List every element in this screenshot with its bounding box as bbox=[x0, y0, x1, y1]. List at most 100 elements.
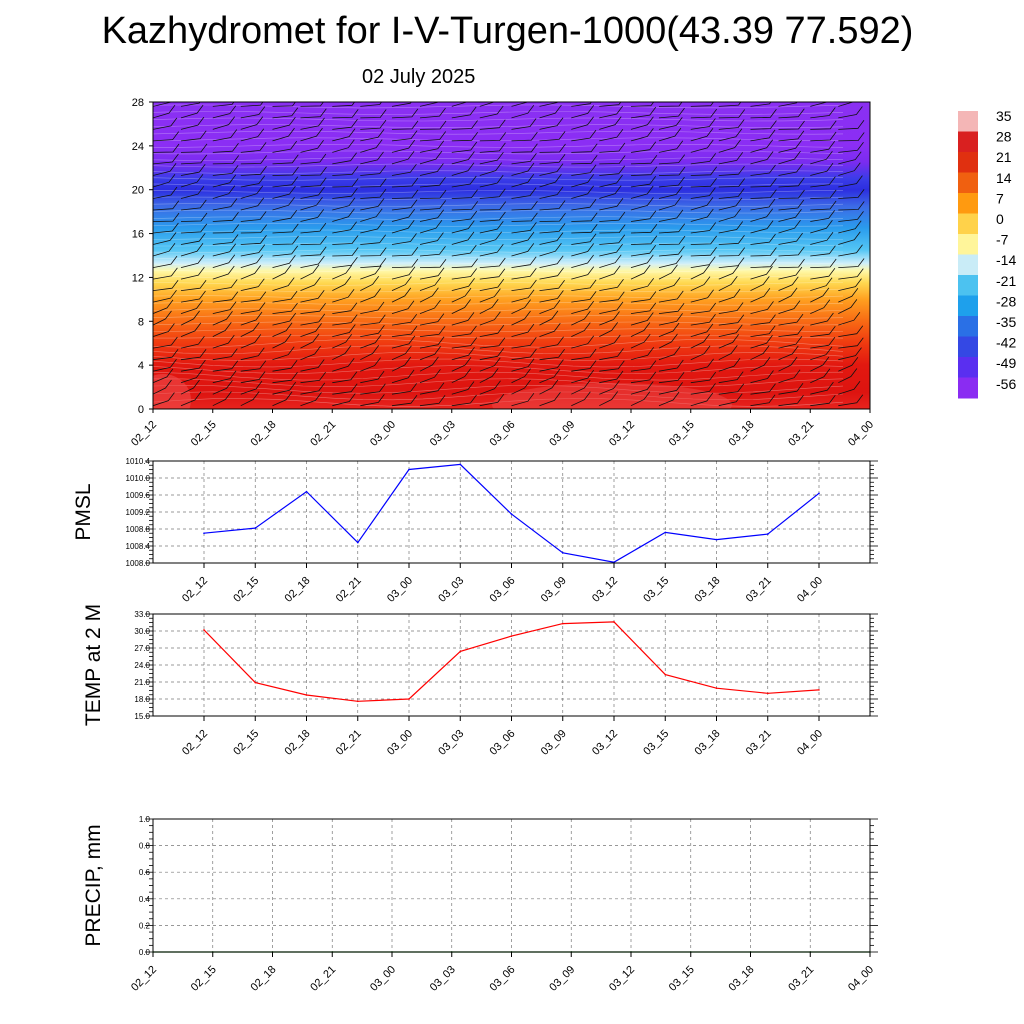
wind-barb bbox=[630, 175, 657, 188]
wind-barb bbox=[838, 102, 855, 107]
wind-barb bbox=[332, 247, 359, 257]
wind-barb bbox=[718, 235, 745, 245]
wind-barb bbox=[778, 102, 798, 107]
wind-barb bbox=[690, 118, 716, 130]
wind-barb bbox=[750, 164, 776, 176]
wind-barb bbox=[810, 102, 828, 107]
wind-barb bbox=[718, 109, 746, 119]
wind-barb bbox=[838, 132, 865, 142]
data-point bbox=[203, 532, 205, 534]
x-tick-label: 03_18 bbox=[727, 964, 757, 994]
x-tick-label: 03_09 bbox=[539, 728, 569, 758]
wind-barb bbox=[810, 176, 836, 188]
wind-barb bbox=[272, 264, 292, 280]
wind-barb bbox=[658, 102, 683, 107]
wind-barb bbox=[300, 372, 326, 384]
wind-barb bbox=[300, 264, 320, 280]
wind-barb bbox=[778, 246, 805, 257]
wind-barb bbox=[658, 322, 680, 337]
wind-barb bbox=[180, 335, 205, 349]
wind-barb bbox=[153, 200, 180, 211]
wind-barb bbox=[599, 116, 622, 130]
data-point bbox=[818, 689, 820, 691]
wind-barb bbox=[690, 289, 714, 303]
wind-barb bbox=[511, 222, 537, 234]
wind-barb bbox=[599, 265, 621, 280]
wind-barb bbox=[658, 223, 686, 234]
wind-barb bbox=[539, 104, 562, 119]
wind-barb bbox=[332, 276, 352, 291]
wind-barb bbox=[479, 211, 506, 222]
wind-barb bbox=[869, 244, 870, 245]
wind-barb bbox=[810, 394, 836, 407]
data-point bbox=[203, 629, 205, 631]
wind-barb bbox=[630, 347, 655, 361]
wind-barb bbox=[212, 129, 238, 142]
wind-barb bbox=[212, 265, 235, 280]
wind-barb bbox=[153, 131, 180, 142]
wind-barb bbox=[599, 360, 625, 372]
wind-barb bbox=[153, 232, 177, 245]
x-tick-label: 03_00 bbox=[368, 419, 398, 449]
wind-barb bbox=[630, 312, 654, 326]
y-tick-label: 0.0 bbox=[139, 948, 151, 957]
wind-barb bbox=[750, 178, 777, 188]
wind-barb bbox=[391, 220, 415, 234]
wind-barb bbox=[539, 379, 559, 395]
wind-barb bbox=[810, 150, 833, 165]
wind-barb bbox=[212, 165, 239, 176]
wind-barb bbox=[360, 188, 387, 199]
wind-barb bbox=[300, 153, 327, 165]
wind-barb bbox=[571, 279, 597, 291]
wind-barb bbox=[479, 151, 504, 165]
colorbar-label: -14 bbox=[996, 252, 1016, 268]
x-tick-label: 03_06 bbox=[488, 419, 518, 449]
wind-barb bbox=[718, 139, 742, 153]
y-tick-label: 1010.0 bbox=[126, 474, 151, 483]
wind-barb bbox=[272, 107, 299, 119]
wind-barb bbox=[272, 102, 296, 107]
wind-barb bbox=[599, 334, 621, 349]
wind-barb bbox=[391, 102, 412, 107]
wind-barb bbox=[180, 185, 205, 199]
wind-barb bbox=[750, 102, 772, 107]
wind-barb bbox=[838, 189, 865, 199]
wind-barb bbox=[571, 105, 595, 119]
wind-barb bbox=[451, 132, 479, 142]
wind-barb bbox=[153, 310, 172, 326]
wind-barb bbox=[658, 372, 685, 384]
wind-barb bbox=[212, 322, 232, 337]
wind-barb bbox=[658, 277, 681, 291]
wind-barb bbox=[240, 291, 267, 303]
wind-barb bbox=[272, 140, 298, 153]
wind-barb bbox=[690, 187, 716, 199]
wind-barb bbox=[419, 232, 444, 245]
wind-barb bbox=[391, 177, 419, 188]
wind-barb bbox=[332, 383, 358, 395]
wind-barb bbox=[300, 186, 325, 199]
contour-line bbox=[153, 229, 844, 234]
wind-barb bbox=[153, 359, 177, 372]
wind-barb bbox=[332, 139, 355, 153]
wind-barb bbox=[838, 278, 862, 291]
wind-barb bbox=[511, 131, 538, 142]
wind-barb bbox=[272, 277, 295, 291]
contour-line bbox=[153, 338, 844, 348]
y-tick-label: 28 bbox=[132, 97, 144, 109]
y-tick-label: 24 bbox=[132, 141, 144, 153]
wind-barb bbox=[599, 174, 623, 188]
wind-barb bbox=[272, 235, 299, 245]
wind-barb bbox=[869, 105, 870, 107]
wind-barb bbox=[511, 243, 535, 257]
wind-barb bbox=[391, 345, 412, 361]
wind-barb bbox=[778, 177, 805, 188]
wind-barb bbox=[419, 140, 445, 153]
wind-barb bbox=[810, 107, 836, 119]
contour-line bbox=[153, 328, 844, 332]
y-tick-label: 1009.6 bbox=[126, 491, 151, 500]
wind-barb bbox=[419, 395, 446, 407]
wind-barb bbox=[451, 162, 475, 176]
wind-barb bbox=[419, 176, 446, 188]
wind-barb bbox=[869, 163, 870, 164]
wind-barb bbox=[778, 258, 805, 268]
